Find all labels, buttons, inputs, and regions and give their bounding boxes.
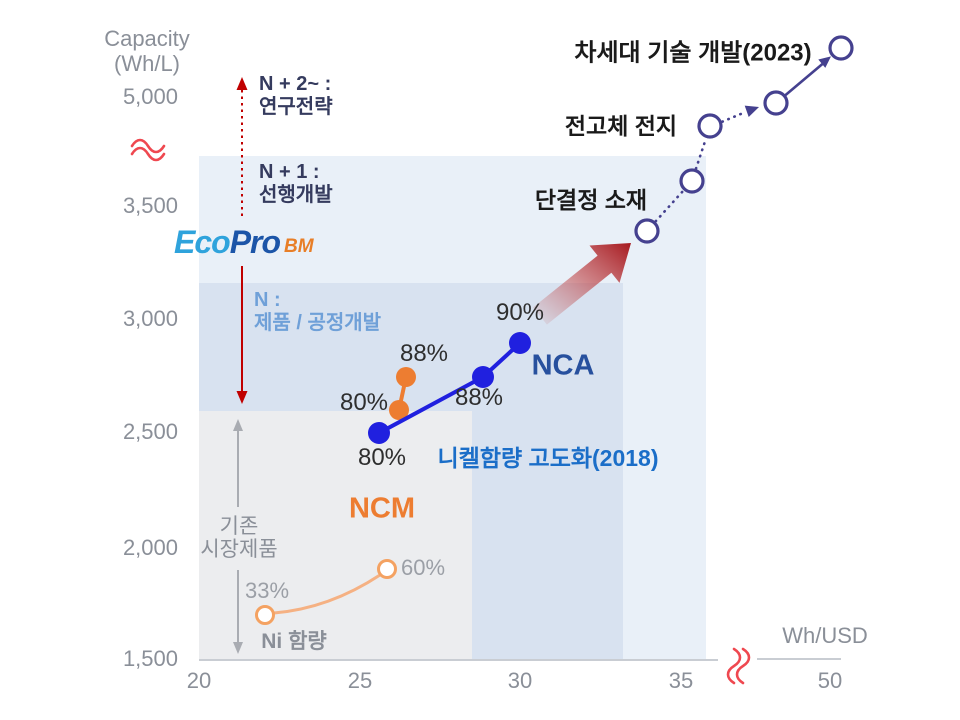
x-axis-break-icon	[726, 647, 751, 685]
x-tick-20: 20	[186, 668, 212, 693]
ncm-33-label: 33%	[244, 578, 290, 603]
red-growth-arrow	[533, 243, 631, 325]
stage-n-label: N : 제품 / 공정개발	[254, 289, 382, 334]
ncm-80-point	[389, 400, 409, 420]
nca-88-point	[472, 366, 494, 388]
roadmap-series	[634, 35, 854, 244]
nca-80-label: 80%	[357, 444, 407, 471]
y-axis-break-icon	[130, 138, 166, 162]
ncm-33-point	[255, 605, 275, 625]
y-axis-title: Capacity (Wh/L)	[104, 26, 190, 76]
next-gen-label: 차세대 기술 개발(2023)	[574, 39, 812, 67]
ncm-60-label: 60%	[400, 555, 446, 580]
stage-n1-label: N + 1 : 선행개발	[259, 161, 333, 206]
existing-market-label: 기존 시장제품	[200, 515, 278, 561]
stage-n2-label: N + 2~ : 연구전략	[259, 73, 333, 118]
red-strategy-arrow	[236, 77, 248, 404]
roadmap-point-3	[697, 113, 723, 139]
ncm-60-point	[377, 559, 397, 579]
y-tick-2500: 2,500	[122, 419, 178, 444]
logo-pro: Pro	[229, 224, 281, 260]
x-tick-50: 50	[817, 668, 843, 693]
ncm-88-label: 88%	[399, 340, 449, 367]
roadmap-point-4	[763, 90, 789, 116]
x-tick-30: 30	[507, 668, 533, 693]
y-tick-2000: 2,000	[122, 535, 178, 560]
y-tick-3500: 3,500	[122, 193, 178, 218]
single-crystal-label: 단결정 소재	[534, 187, 648, 213]
roadmap-point-2	[679, 168, 705, 194]
logo-bm: BM	[284, 236, 314, 257]
nca-90-point	[509, 332, 531, 354]
nca-90-label: 90%	[495, 299, 545, 326]
nca-series	[368, 332, 531, 444]
ncm-series	[389, 367, 416, 420]
nca-88-label: 88%	[454, 384, 504, 411]
region-existing-market	[199, 411, 472, 660]
gray-existing-arrow	[233, 419, 243, 654]
y-tick-1500: 1,500	[122, 646, 178, 671]
ncm-label: NCM	[348, 492, 416, 525]
ecopro-bm-logo: Eco Pro BM	[174, 226, 314, 258]
roadmap-point-1	[634, 218, 660, 244]
ncm-88-point	[396, 367, 416, 387]
solid-state-label: 전고체 전지	[564, 113, 678, 139]
x-axis-title: Wh/USD	[782, 623, 868, 648]
dotted-arrowhead	[744, 105, 759, 117]
ncm-existing-series	[255, 559, 397, 625]
x-tick-25: 25	[347, 668, 373, 693]
ncm-80-label: 80%	[339, 389, 389, 416]
solid-arrowhead	[818, 56, 831, 68]
logo-eco: Eco	[174, 224, 231, 260]
nca-80-point	[368, 422, 390, 444]
y-tick-5000: 5,000	[122, 84, 178, 109]
roadmap-point-5	[828, 35, 854, 61]
nickel-note-label: 니켈함량 고도화(2018)	[437, 445, 659, 471]
ni-content-label: Ni 함량	[261, 630, 327, 653]
x-axis-line	[199, 658, 841, 661]
nca-label: NCA	[531, 349, 595, 382]
x-tick-35: 35	[668, 668, 694, 693]
y-tick-3000: 3,000	[122, 306, 178, 331]
